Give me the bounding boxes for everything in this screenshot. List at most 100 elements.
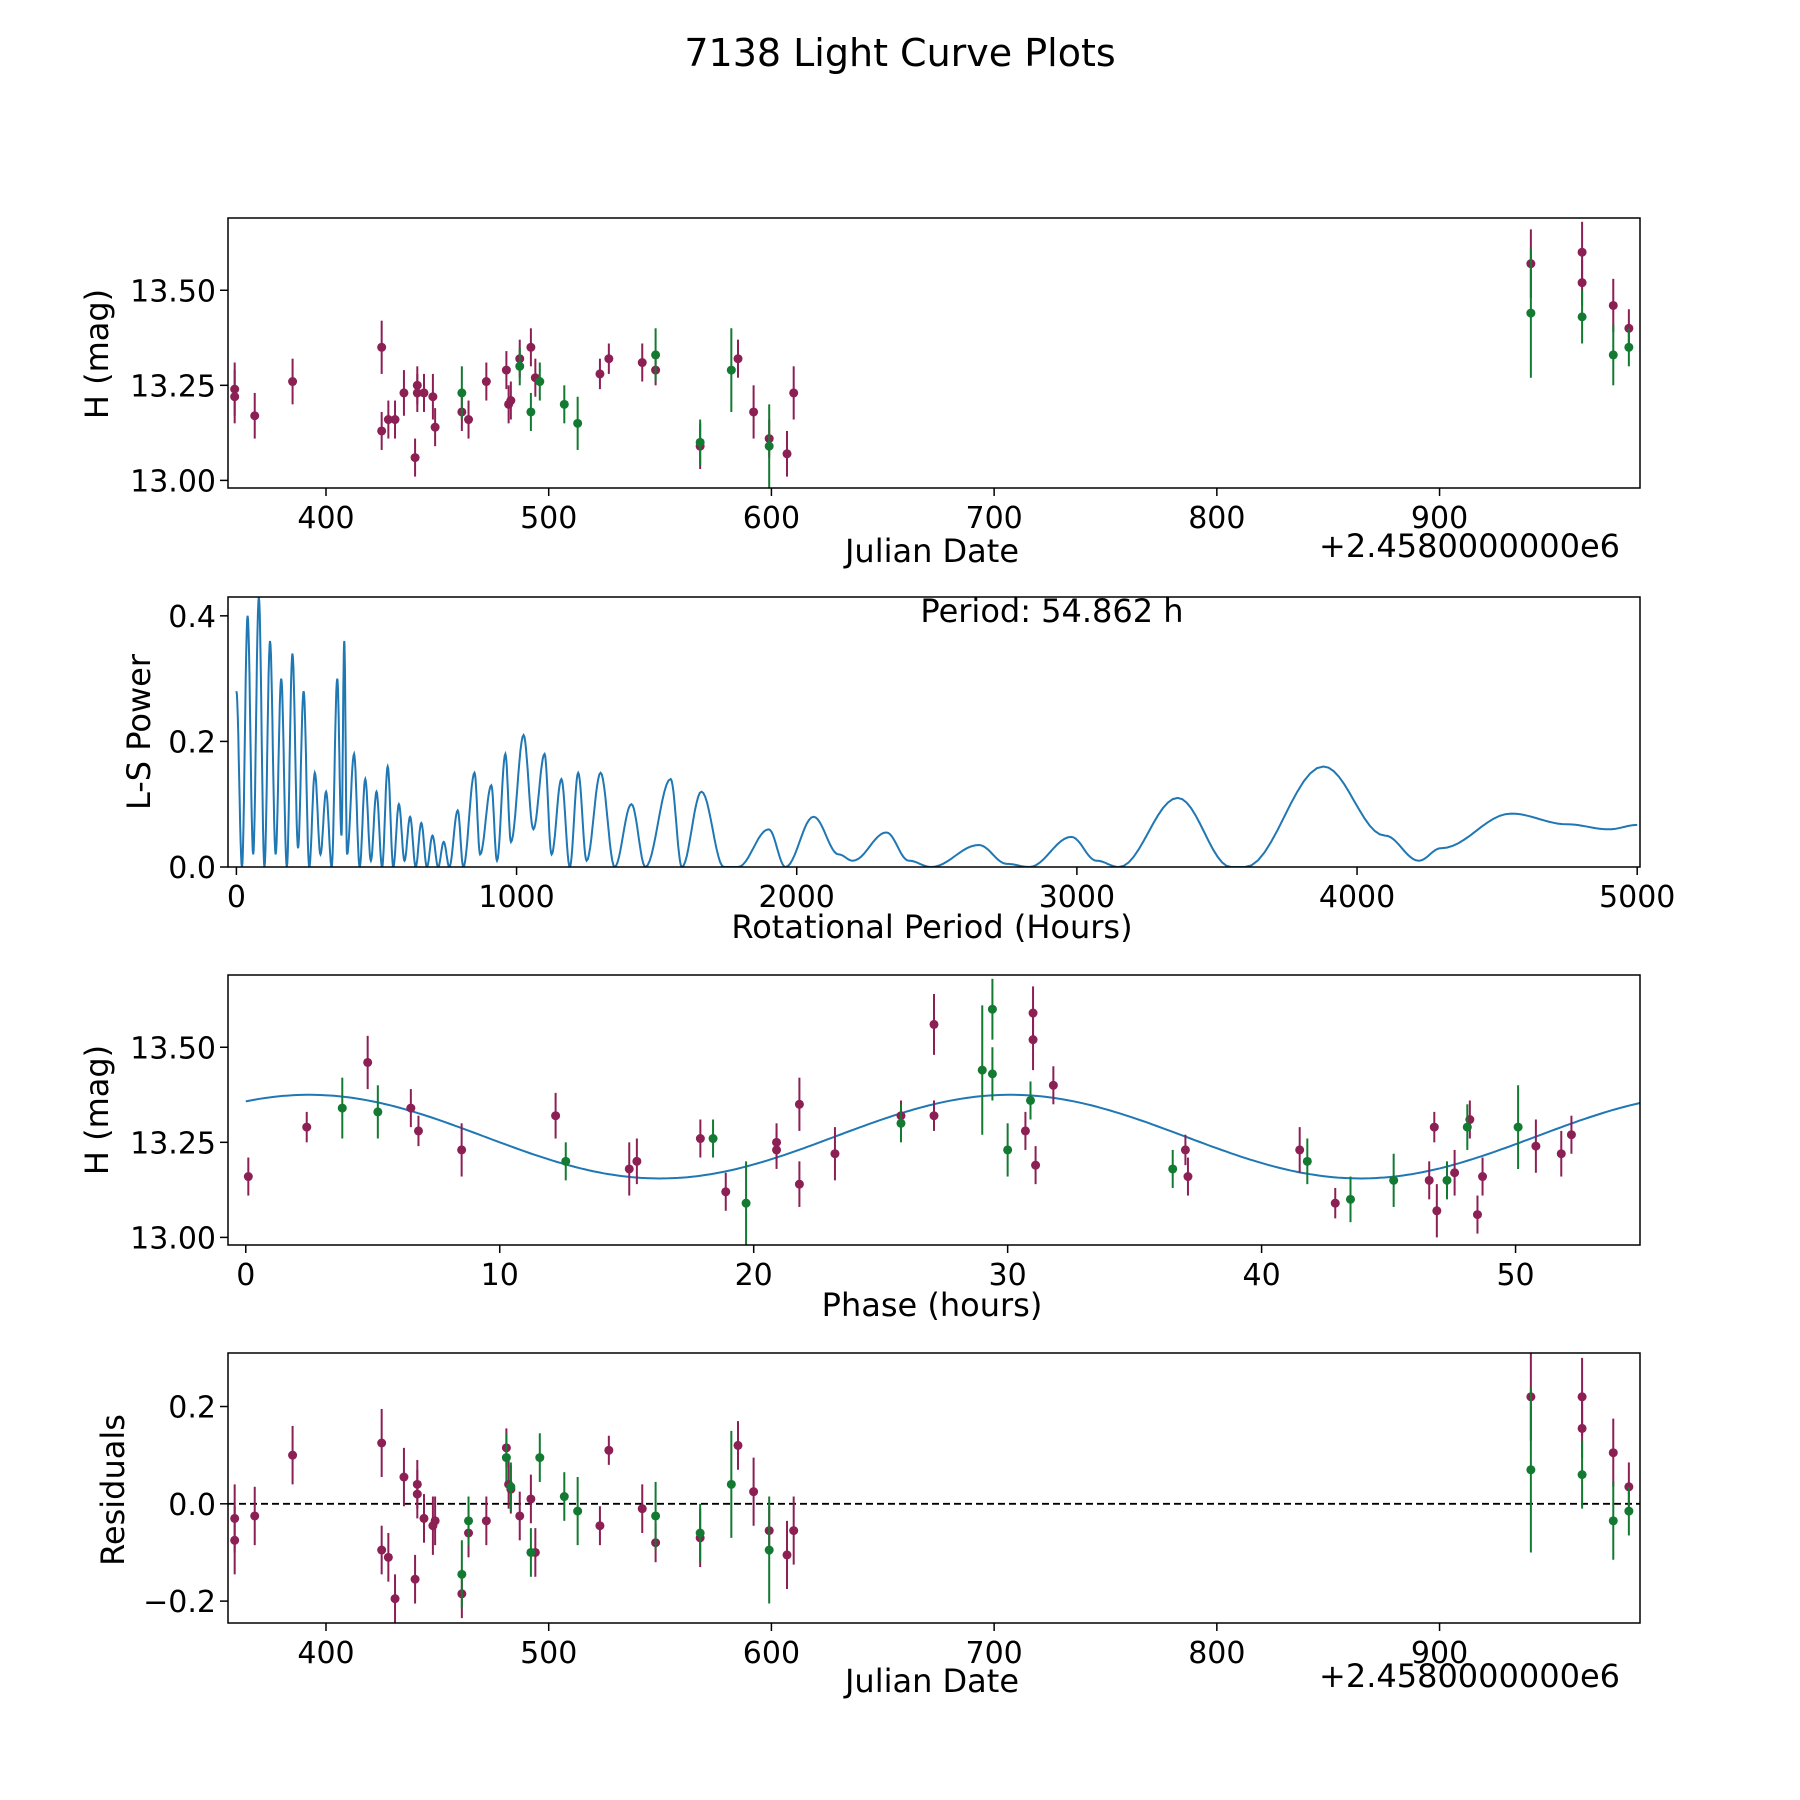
residuals-ytick-label: 0.2: [168, 1391, 216, 1426]
period-annotation: Period: 54.862 h: [920, 592, 1183, 630]
residuals-xtick-label: 500: [520, 1636, 577, 1671]
phased-maroon-point: [1048, 1080, 1058, 1090]
phased-green-point: [896, 1118, 906, 1128]
phased-green-point: [1442, 1175, 1452, 1185]
phased-green-point: [1462, 1122, 1472, 1132]
lightcurve-maroon-point: [604, 354, 614, 364]
phased-maroon-point: [721, 1187, 731, 1197]
lightcurve-maroon-point: [412, 388, 422, 398]
phased-maroon-point: [406, 1103, 416, 1113]
lightcurve-green-point: [695, 437, 705, 447]
residuals-maroon-point: [412, 1489, 422, 1499]
residuals-green-point: [695, 1528, 705, 1538]
lightcurve-maroon-point: [637, 358, 647, 368]
residuals-maroon-point: [637, 1504, 647, 1514]
residuals-green-point: [535, 1453, 545, 1463]
residuals-maroon-point: [377, 1438, 387, 1448]
residuals-xtick-label: 800: [1188, 1636, 1245, 1671]
residuals-maroon-point: [515, 1511, 525, 1521]
residuals-maroon-point: [250, 1511, 260, 1521]
phased-green-point: [1026, 1095, 1036, 1105]
residuals-maroon-point: [1577, 1423, 1587, 1433]
phased-maroon-point: [1330, 1198, 1340, 1208]
phased-maroon-point: [772, 1145, 782, 1155]
residuals-maroon-point: [410, 1574, 420, 1584]
lightcurve-xlabel: Julian Date: [843, 532, 1019, 570]
lightcurve-maroon-point: [481, 377, 491, 387]
lightcurve-ytick-label: 13.50: [130, 274, 216, 309]
phased-ytick-label: 13.00: [130, 1221, 216, 1256]
lightcurve-maroon-point: [410, 453, 420, 463]
phased-maroon-point: [830, 1149, 840, 1159]
lightcurve-maroon-point: [230, 392, 240, 402]
phased-maroon-point: [794, 1179, 804, 1189]
residuals-maroon-point: [430, 1516, 440, 1526]
phased-xlabel: Phase (hours): [822, 1286, 1043, 1324]
residuals-maroon-point: [782, 1550, 792, 1560]
lightcurve-green-point: [535, 377, 545, 387]
lightcurve-maroon-point: [419, 388, 429, 398]
phased-green-point: [987, 1069, 997, 1079]
phased-xtick-label: 40: [1243, 1258, 1281, 1293]
residuals-green-point: [1526, 1465, 1536, 1475]
phased-ytick-label: 13.25: [130, 1126, 216, 1161]
residuals-maroon-point: [604, 1445, 614, 1455]
residuals-maroon-point: [288, 1450, 298, 1460]
lightcurve-green-point: [457, 388, 467, 398]
phased-maroon-point: [243, 1172, 253, 1182]
residuals-maroon-point: [526, 1494, 536, 1504]
residuals-maroon-point: [749, 1487, 759, 1497]
residuals-plot-area: [228, 1353, 1640, 1623]
phased-maroon-point: [1478, 1172, 1488, 1182]
periodogram-ytick-label: 0.2: [168, 725, 216, 760]
phased-ytick-label: 13.50: [130, 1031, 216, 1066]
phased-green-point: [977, 1065, 987, 1075]
residuals-maroon-point: [419, 1513, 429, 1523]
lightcurve-ytick-label: 13.25: [130, 369, 216, 404]
residuals-green-point: [726, 1479, 736, 1489]
lightcurve-maroon-point: [782, 449, 792, 459]
lightcurve-maroon-point: [526, 342, 536, 352]
periodogram-ylabel: L-S Power: [120, 653, 158, 810]
phased-maroon-point: [413, 1126, 423, 1136]
phased-green-point: [987, 1004, 997, 1014]
phased-green-point: [1345, 1194, 1355, 1204]
lightcurve-maroon-point: [595, 369, 605, 379]
residuals-maroon-point: [733, 1440, 743, 1450]
periodogram-xtick-label: 5000: [1599, 880, 1675, 915]
phased-xtick-label: 50: [1496, 1258, 1534, 1293]
lightcurve-green-point: [651, 350, 661, 360]
residuals-green-point: [1624, 1506, 1634, 1516]
phased-maroon-point: [1429, 1122, 1439, 1132]
lightcurve-offset-label: +2.4580000000e6: [1319, 527, 1620, 565]
phased-maroon-point: [1450, 1168, 1460, 1178]
residuals-green-point: [457, 1569, 467, 1579]
periodogram-line: [235, 597, 1638, 867]
residuals-maroon-point: [595, 1521, 605, 1531]
lightcurve-green-point: [573, 418, 583, 428]
residuals-green-point: [559, 1492, 569, 1502]
lightcurve-maroon-point: [428, 392, 438, 402]
phased-maroon-point: [1472, 1210, 1482, 1220]
lightcurve-maroon-point: [1608, 300, 1618, 310]
lightcurve-maroon-point: [464, 415, 474, 425]
phased-green-point: [1003, 1145, 1013, 1155]
residuals-green-point: [501, 1453, 511, 1463]
lightcurve-xtick-label: 600: [743, 501, 800, 536]
lightcurve-maroon-point: [250, 411, 260, 421]
phased-maroon-point: [457, 1145, 467, 1155]
residuals-ytick-label: −0.2: [143, 1585, 216, 1620]
lightcurve-green-point: [1577, 312, 1587, 322]
lightcurve-maroon-point: [377, 426, 387, 436]
phased-xtick-label: 30: [989, 1258, 1027, 1293]
phased-maroon-point: [1180, 1145, 1190, 1155]
lightcurve-maroon-point: [430, 422, 440, 432]
lightcurve-maroon-point: [377, 342, 387, 352]
residuals-green-point: [464, 1516, 474, 1526]
residuals-ytick-label: 0.0: [168, 1488, 216, 1523]
residuals-maroon-point: [230, 1535, 240, 1545]
periodogram-xtick-label: 0: [227, 880, 246, 915]
phased-maroon-point: [1295, 1145, 1305, 1155]
residuals-xtick-label: 600: [743, 1636, 800, 1671]
